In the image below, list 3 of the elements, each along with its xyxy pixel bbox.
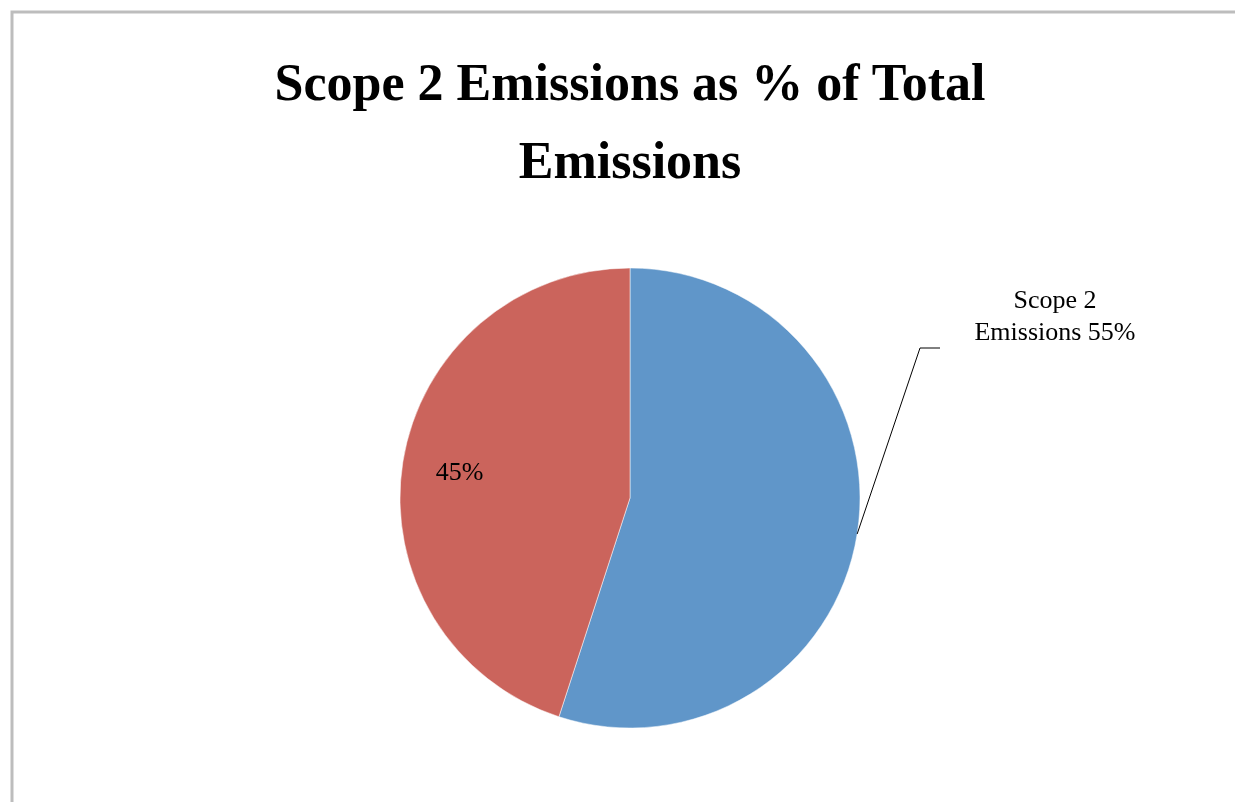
slice-label: Scope 2 Emissions 55% [974,285,1136,346]
chart-title: Scope 2 Emissions as % of Total Emissions [274,54,986,189]
data-label: 45% [435,457,484,487]
